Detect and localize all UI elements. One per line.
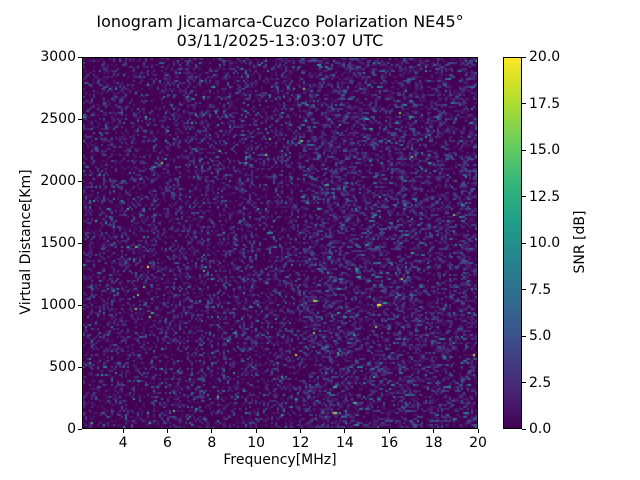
x-tick-label: 12 — [291, 435, 310, 451]
colorbar-tick-mark — [522, 335, 526, 337]
x-tick-mark — [344, 429, 346, 433]
x-tick-label: 8 — [207, 435, 217, 451]
x-tick-label: 16 — [380, 435, 399, 451]
colorbar-tick-label: 20.0 — [529, 49, 561, 65]
x-tick-label: 14 — [335, 435, 354, 451]
y-tick-label: 1500 — [40, 235, 76, 251]
colorbar-tick-label: 2.5 — [529, 374, 552, 391]
colorbar-tick-mark — [522, 103, 526, 104]
x-tick-mark — [166, 429, 168, 433]
y-tick-mark — [78, 366, 82, 368]
x-tick-mark — [211, 429, 213, 433]
colorbar-tick-mark — [522, 56, 526, 58]
colorbar-tick-mark — [522, 196, 526, 197]
colorbar-tick-label: 12.5 — [529, 188, 561, 205]
y-tick-label: 0 — [67, 421, 76, 437]
y-tick-label: 1000 — [40, 297, 76, 313]
ionogram-heatmap-canvas — [83, 58, 477, 428]
y-tick-mark — [78, 428, 82, 430]
x-tick-mark — [477, 429, 479, 433]
y-tick-mark — [78, 304, 82, 306]
colorbar-tick-mark — [522, 149, 526, 151]
colorbar-tick-label: 0.0 — [529, 421, 552, 437]
colorbar-tick-mark — [522, 242, 526, 244]
colorbar-tick-mark — [522, 382, 526, 383]
colorbar-tick-label: 7.5 — [529, 281, 552, 298]
y-tick-label: 500 — [49, 359, 76, 375]
ionogram-plot-area — [82, 57, 478, 429]
colorbar-label: SNR [dB] — [572, 210, 588, 274]
x-tick-label: 10 — [247, 435, 266, 451]
y-tick-mark — [78, 118, 82, 120]
x-tick-mark — [388, 429, 390, 433]
figure-title: Ionogram Jicamarca-Cuzco Polarization NE… — [96, 12, 464, 31]
colorbar-tick-label: 17.5 — [529, 95, 561, 112]
x-axis-label: Frequency[MHz] — [223, 452, 337, 468]
x-tick-label: 18 — [424, 435, 443, 451]
y-tick-mark — [78, 56, 82, 58]
colorbar-tick-label: 15.0 — [529, 142, 561, 158]
figure-subtitle: 03/11/2025-13:03:07 UTC — [176, 31, 384, 50]
y-tick-mark — [78, 242, 82, 244]
x-tick-mark — [300, 429, 302, 433]
colorbar-tick-mark — [522, 428, 526, 430]
x-tick-mark — [122, 429, 124, 433]
colorbar — [503, 57, 522, 429]
y-tick-label: 2000 — [40, 173, 76, 189]
colorbar-tick-mark — [522, 289, 526, 290]
colorbar-tick-label: 5.0 — [529, 328, 552, 344]
x-tick-label: 6 — [162, 435, 172, 451]
y-tick-label: 2500 — [40, 111, 76, 127]
y-tick-label: 3000 — [40, 49, 76, 65]
colorbar-tick-label: 10.0 — [529, 235, 561, 251]
x-tick-label: 20 — [469, 435, 487, 451]
x-tick-label: 4 — [118, 435, 128, 451]
x-tick-mark — [255, 429, 257, 433]
y-tick-mark — [78, 180, 82, 182]
x-tick-mark — [433, 429, 435, 433]
figure-title-block: Ionogram Jicamarca-Cuzco Polarization NE… — [82, 12, 478, 50]
